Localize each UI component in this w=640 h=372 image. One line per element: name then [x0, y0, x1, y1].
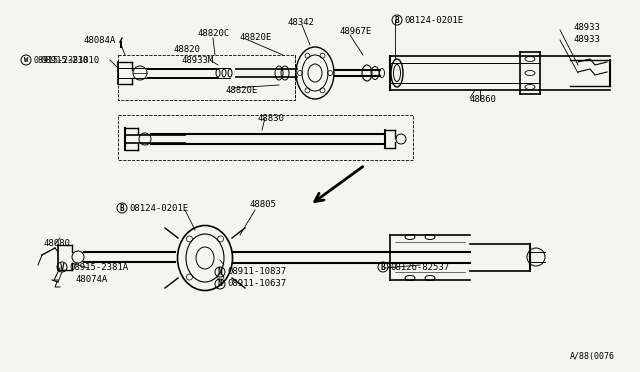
Text: 08126-82537: 08126-82537 [390, 263, 449, 272]
Text: 48820E: 48820E [240, 32, 272, 42]
Text: 08915-2381A: 08915-2381A [69, 263, 128, 272]
Text: 48820E: 48820E [225, 86, 257, 94]
Text: 48342: 48342 [287, 17, 314, 26]
Text: 48820C: 48820C [198, 29, 230, 38]
Text: N: N [218, 267, 222, 276]
Text: 08915-23810: 08915-23810 [33, 55, 88, 64]
Text: 48830: 48830 [258, 113, 285, 122]
Text: V: V [60, 263, 64, 272]
Text: W: W [24, 57, 28, 63]
Text: 48805: 48805 [250, 199, 277, 208]
Text: 48084A: 48084A [83, 35, 115, 45]
Text: B: B [381, 263, 385, 272]
Text: A/88(0076: A/88(0076 [570, 352, 615, 360]
Text: B: B [120, 203, 124, 212]
Text: N: N [218, 279, 222, 289]
Text: 48080: 48080 [44, 238, 71, 247]
Text: 48074A: 48074A [76, 275, 108, 283]
Text: 48933M: 48933M [182, 55, 214, 64]
Text: 08124-0201E: 08124-0201E [404, 16, 463, 25]
Text: 48933: 48933 [573, 22, 600, 32]
Text: 48967E: 48967E [340, 26, 372, 35]
Text: 48933: 48933 [573, 35, 600, 44]
Text: 48860: 48860 [470, 94, 497, 103]
Text: 08915-23810: 08915-23810 [40, 55, 99, 64]
Text: 08911-10837: 08911-10837 [227, 267, 286, 276]
Text: 48820: 48820 [174, 45, 201, 54]
Text: 08124-0201E: 08124-0201E [129, 203, 188, 212]
Text: 08911-10637: 08911-10637 [227, 279, 286, 289]
Text: B: B [395, 16, 399, 25]
